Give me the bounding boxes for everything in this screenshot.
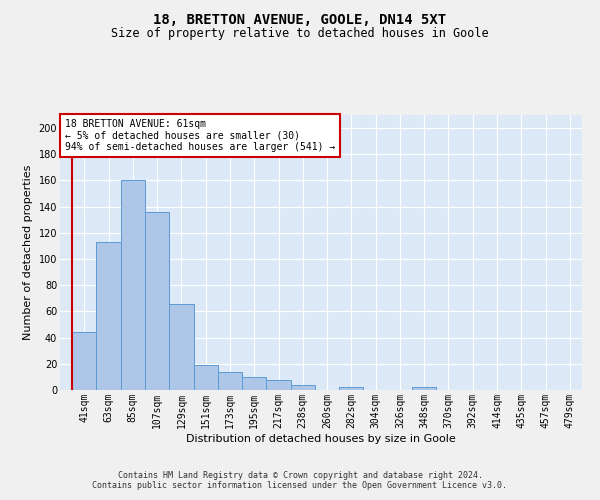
Bar [242, 377, 266, 390]
Bar [121, 180, 145, 390]
X-axis label: Distribution of detached houses by size in Goole: Distribution of detached houses by size … [186, 434, 456, 444]
Text: 18 BRETTON AVENUE: 61sqm
← 5% of detached houses are smaller (30)
94% of semi-de: 18 BRETTON AVENUE: 61sqm ← 5% of detache… [65, 119, 335, 152]
Bar [169, 304, 194, 390]
Bar [290, 385, 315, 390]
Bar [339, 388, 364, 390]
Bar [218, 372, 242, 390]
Text: Size of property relative to detached houses in Goole: Size of property relative to detached ho… [111, 28, 489, 40]
Bar [412, 388, 436, 390]
Bar [194, 365, 218, 390]
Bar [72, 332, 97, 390]
Text: 18, BRETTON AVENUE, GOOLE, DN14 5XT: 18, BRETTON AVENUE, GOOLE, DN14 5XT [154, 12, 446, 26]
Bar [266, 380, 290, 390]
Bar [97, 242, 121, 390]
Bar [145, 212, 169, 390]
Y-axis label: Number of detached properties: Number of detached properties [23, 165, 33, 340]
Text: Contains HM Land Registry data © Crown copyright and database right 2024.
Contai: Contains HM Land Registry data © Crown c… [92, 470, 508, 490]
